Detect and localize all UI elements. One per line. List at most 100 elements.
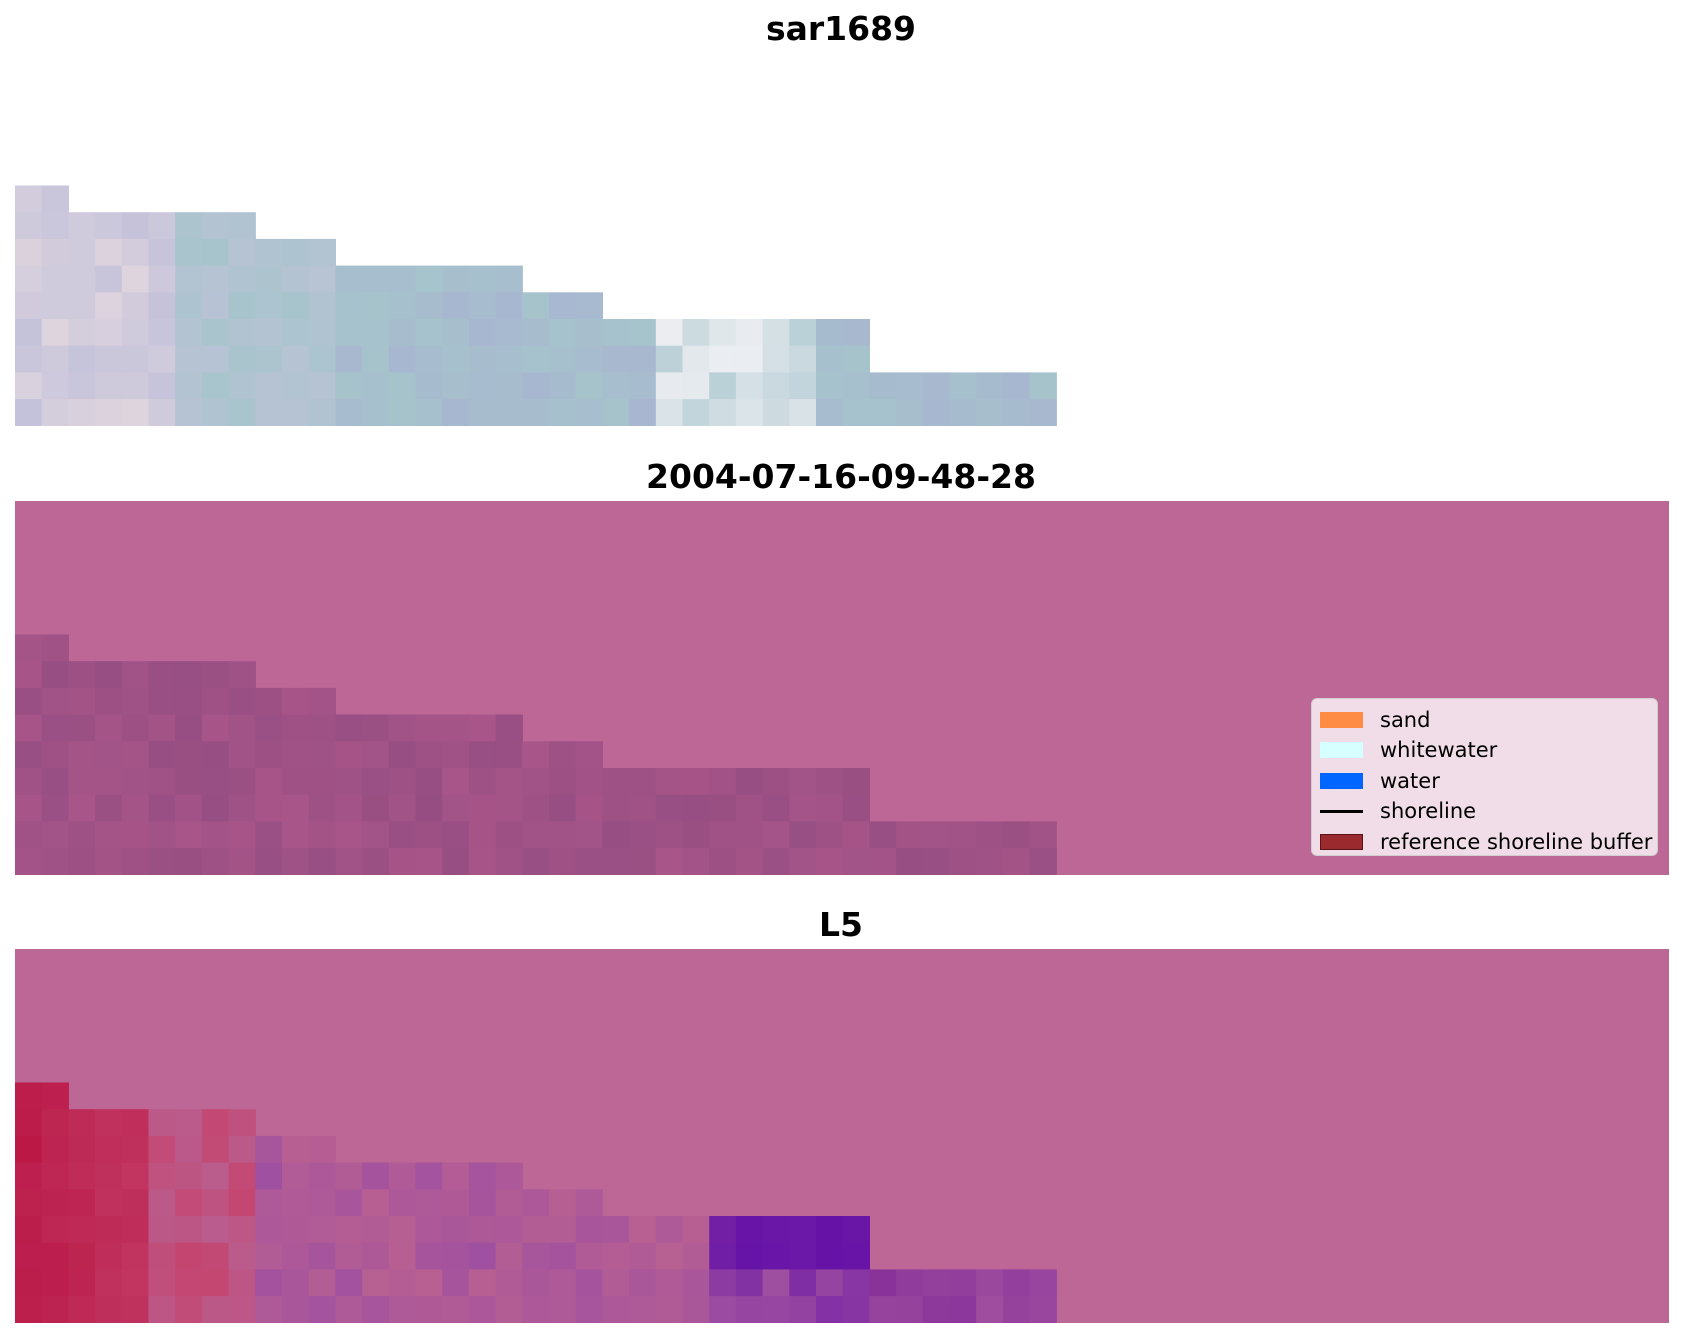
overlay-pixel bbox=[495, 768, 523, 796]
rgb-pixel bbox=[201, 372, 230, 400]
rgb-image-panel bbox=[15, 52, 1669, 426]
overlay-pixel bbox=[896, 821, 924, 849]
overlay-pixel bbox=[388, 741, 417, 769]
overlay-pixel bbox=[15, 768, 43, 796]
rgb-pixel bbox=[121, 372, 150, 400]
legend-item-sand: sand bbox=[1312, 705, 1657, 735]
classified-pixel bbox=[121, 1109, 150, 1137]
rgb-pixel bbox=[468, 265, 497, 293]
classified-pixel bbox=[255, 1189, 283, 1217]
classified-pixel bbox=[495, 1242, 523, 1270]
overlay-pixel bbox=[201, 687, 230, 716]
classified-pixel bbox=[388, 1296, 417, 1323]
classified-pixel bbox=[522, 1296, 550, 1323]
rgb-pixel bbox=[121, 399, 150, 426]
classified-pixel bbox=[228, 1216, 256, 1244]
overlay-pixel bbox=[415, 768, 443, 796]
overlay-pixel bbox=[95, 714, 123, 742]
overlay-pixel bbox=[602, 794, 630, 822]
rgb-pixel bbox=[175, 372, 203, 400]
classified-pixel bbox=[789, 1296, 817, 1323]
legend-label: shoreline bbox=[1380, 799, 1477, 824]
overlay-pixel bbox=[468, 821, 497, 849]
overlay-pixel bbox=[15, 634, 43, 662]
overlay-pixel bbox=[335, 821, 363, 849]
rgb-pixel bbox=[282, 372, 310, 400]
rgb-pixel bbox=[121, 345, 150, 373]
rgb-pixel bbox=[282, 292, 310, 320]
classified-pixel bbox=[468, 1189, 497, 1217]
rgb-pixel bbox=[735, 345, 764, 373]
overlay-pixel bbox=[175, 714, 203, 742]
rgb-pixel bbox=[789, 399, 817, 426]
classified-pixel bbox=[255, 1242, 283, 1270]
rgb-pixel bbox=[201, 265, 230, 293]
classified-pixel bbox=[228, 1296, 256, 1323]
overlay-pixel bbox=[255, 687, 283, 716]
overlay-pixel bbox=[41, 768, 69, 796]
classified-pixel bbox=[148, 1242, 176, 1270]
classified-pixel bbox=[41, 1189, 69, 1217]
overlay-pixel bbox=[468, 714, 497, 742]
classified-pixel bbox=[1029, 1269, 1057, 1297]
rgb-pixel bbox=[282, 265, 310, 293]
overlay-pixel bbox=[655, 794, 684, 822]
rgb-pixel bbox=[549, 399, 577, 426]
classified-pixel bbox=[175, 1216, 203, 1244]
classified-pixel bbox=[468, 1162, 497, 1190]
rgb-pixel bbox=[442, 265, 470, 293]
classified-pixel bbox=[95, 1216, 123, 1244]
classified-pixel bbox=[709, 1242, 737, 1270]
rgb-pixel bbox=[201, 399, 230, 426]
classified-pixel bbox=[308, 1296, 336, 1323]
rgb-pixel bbox=[68, 265, 96, 293]
classified-pixel bbox=[282, 1135, 310, 1164]
classified-pixel bbox=[842, 1242, 870, 1270]
rgb-pixel bbox=[549, 319, 577, 347]
overlay-pixel bbox=[68, 794, 96, 822]
classified-pixel bbox=[15, 1082, 43, 1110]
classified-pixel bbox=[602, 1296, 630, 1323]
overlay-pixel bbox=[976, 821, 1004, 849]
classified-pixel bbox=[682, 1269, 710, 1297]
rgb-pixel bbox=[388, 265, 417, 293]
rgb-pixel bbox=[148, 265, 176, 293]
overlay-pixel bbox=[148, 794, 176, 822]
rgb-pixel bbox=[549, 345, 577, 373]
classified-pixel bbox=[949, 1269, 977, 1297]
classified-pixel bbox=[468, 1269, 497, 1297]
overlay-pixel bbox=[282, 687, 310, 716]
rgb-pixel bbox=[41, 292, 69, 320]
rgb-pixel bbox=[709, 399, 737, 426]
rgb-pixel bbox=[335, 265, 363, 293]
overlay-pixel bbox=[255, 794, 283, 822]
overlay-pixel bbox=[735, 768, 764, 796]
overlay-pixel bbox=[869, 848, 897, 875]
classified-pixel bbox=[388, 1162, 417, 1190]
classified-pixel bbox=[682, 1296, 710, 1323]
classified-pixel bbox=[15, 1162, 43, 1190]
overlay-pixel bbox=[655, 821, 684, 849]
overlay-pixel bbox=[68, 661, 96, 689]
classified-pixel bbox=[816, 1269, 844, 1297]
overlay-pixel bbox=[575, 794, 603, 822]
classified-pixel bbox=[1002, 1269, 1031, 1297]
rgb-pixel bbox=[949, 399, 977, 426]
rgb-pixel bbox=[201, 345, 230, 373]
overlay-pixel bbox=[949, 848, 977, 875]
legend-label: whitewater bbox=[1380, 738, 1498, 763]
classified-pixel bbox=[15, 1189, 43, 1217]
overlay-pixel bbox=[41, 661, 69, 689]
rgb-pixel bbox=[228, 265, 256, 293]
classified-pixel bbox=[282, 1269, 310, 1297]
rgb-pixel bbox=[148, 399, 176, 426]
overlay-pixel bbox=[575, 768, 603, 796]
rgb-pixel bbox=[68, 212, 96, 240]
overlay-pixel bbox=[655, 848, 684, 875]
rgb-pixel bbox=[655, 319, 684, 347]
classified-pixel bbox=[415, 1242, 443, 1270]
overlay-pixel bbox=[575, 741, 603, 769]
classified-pixel bbox=[308, 1269, 336, 1297]
rgb-pixel bbox=[709, 345, 737, 373]
classified-pixel bbox=[495, 1296, 523, 1323]
